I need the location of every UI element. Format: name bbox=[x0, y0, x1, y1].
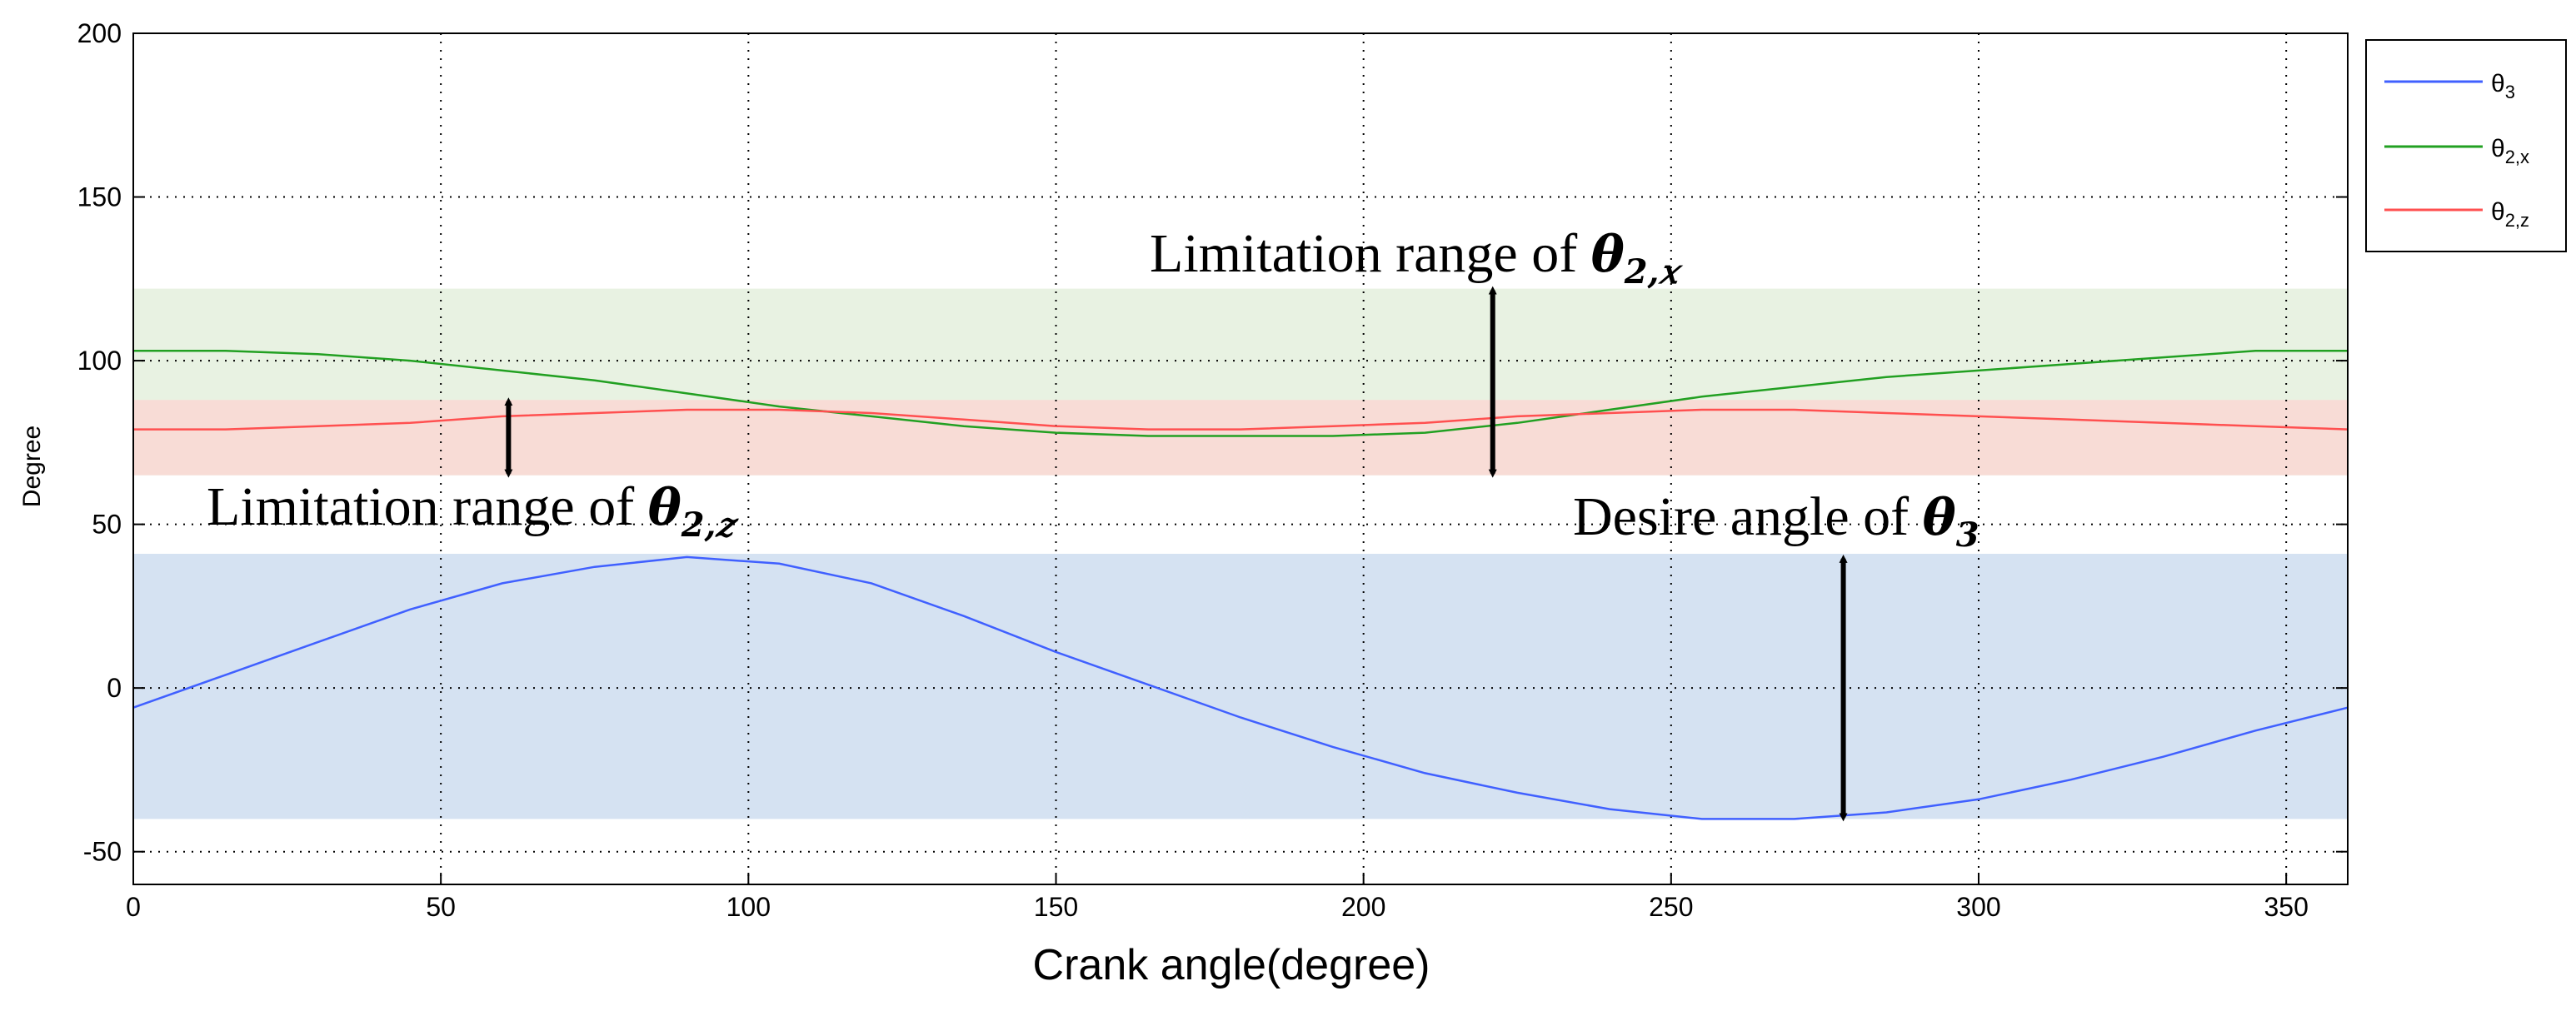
y-axis-title: Degree bbox=[18, 426, 46, 507]
x-axis-title: Crank angle(degree) bbox=[1033, 941, 1430, 989]
annotation-theta2x-symbol: θ bbox=[1591, 226, 1625, 284]
y-tick-label: -50 bbox=[83, 837, 122, 867]
band-1 bbox=[133, 400, 2348, 476]
annotation-theta2z-sub: 2,𝑧 bbox=[681, 506, 740, 545]
y-tick-label: 200 bbox=[77, 18, 122, 48]
y-tick-label: 150 bbox=[77, 182, 122, 212]
annotation-theta2z-symbol: θ bbox=[648, 479, 681, 537]
annotation-theta2z-label: Limitation range of θ2,𝑧 bbox=[207, 476, 739, 545]
x-tick-label: 250 bbox=[1649, 892, 1693, 922]
x-tick-label: 0 bbox=[126, 892, 141, 922]
annotation-theta3-label: Desire angle of θ3 bbox=[1573, 486, 1979, 555]
annotation-theta3-text: Desire angle of bbox=[1573, 486, 1923, 547]
annotation-theta3-symbol: θ bbox=[1923, 489, 1956, 547]
x-tick-label: 200 bbox=[1341, 892, 1385, 922]
annotation-theta3-sub: 3 bbox=[1956, 515, 1979, 555]
series-line-1 bbox=[133, 350, 2348, 437]
x-tick-label: 100 bbox=[726, 892, 771, 922]
plot-frame bbox=[132, 32, 2349, 885]
legend-label-theta2z: θ2,z bbox=[2491, 198, 2529, 231]
annotation-theta2z-text: Limitation range of bbox=[207, 476, 648, 537]
x-tick-label: 350 bbox=[2264, 892, 2308, 922]
annotation-theta2x-text: Limitation range of bbox=[1150, 223, 1591, 284]
y-tick-label: 50 bbox=[92, 510, 122, 540]
x-tick-label: 150 bbox=[1034, 892, 1078, 922]
y-tick-label: 0 bbox=[107, 673, 122, 703]
y-tick-label: 100 bbox=[77, 346, 122, 376]
x-tick-label: 300 bbox=[1956, 892, 2000, 922]
series-line-0 bbox=[132, 555, 2349, 820]
annotation-theta2x-sub: 2,𝑥 bbox=[1624, 252, 1684, 291]
x-tick-label: 50 bbox=[426, 892, 456, 922]
series-line-2 bbox=[133, 408, 2349, 431]
annotation-theta2x-label: Limitation range of θ2,𝑥 bbox=[1150, 223, 1683, 291]
legend: θ3 θ2,x θ2,z bbox=[2365, 39, 2567, 252]
legend-label-theta3: θ3 bbox=[2491, 70, 2515, 102]
legend-label-theta2x: θ2,x bbox=[2491, 135, 2529, 167]
